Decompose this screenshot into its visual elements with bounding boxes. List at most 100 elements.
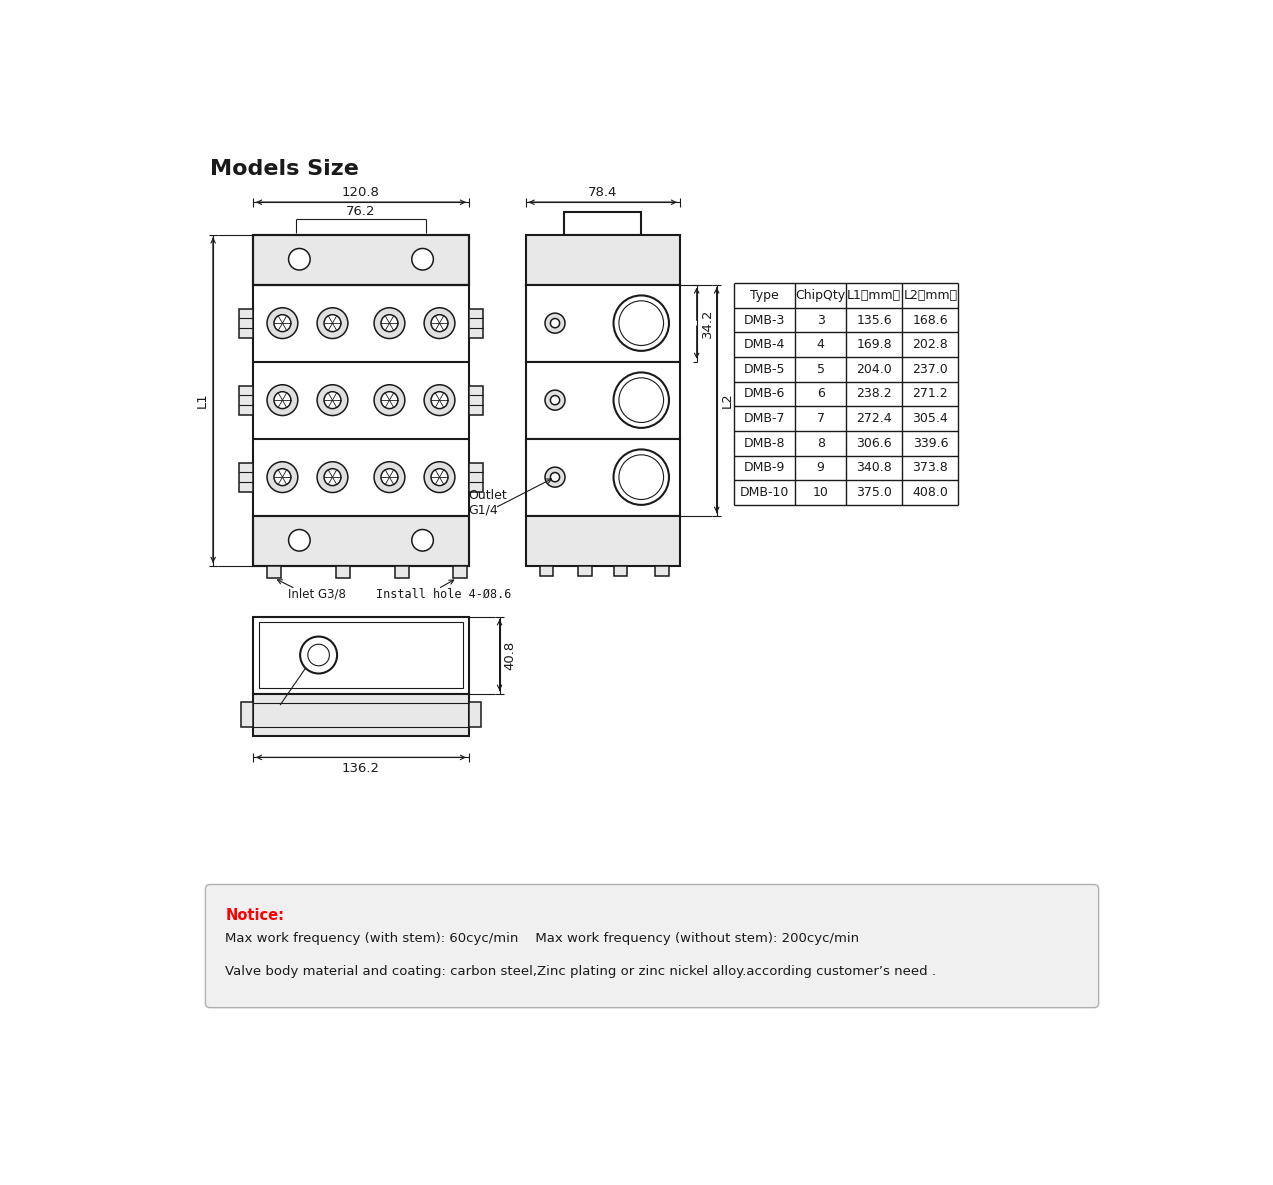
Text: 238.2: 238.2: [857, 387, 892, 401]
Text: DMB-8: DMB-8: [743, 437, 785, 450]
Text: Install hole 4-Ø8.6: Install hole 4-Ø8.6: [377, 588, 512, 601]
Bar: [526, 438, 680, 515]
Circle shape: [317, 462, 348, 493]
Text: 120.8: 120.8: [342, 186, 379, 199]
Circle shape: [274, 469, 292, 486]
Circle shape: [545, 467, 565, 487]
Text: L1: L1: [196, 392, 209, 408]
Circle shape: [424, 462, 454, 493]
Text: 271.2: 271.2: [913, 387, 948, 401]
Bar: [656, 565, 670, 576]
Circle shape: [267, 385, 298, 416]
Text: Models Size: Models Size: [210, 159, 359, 179]
Bar: [336, 565, 350, 578]
Text: 340.8: 340.8: [857, 461, 892, 474]
Circle shape: [317, 308, 348, 339]
Bar: [453, 565, 467, 578]
Text: Max work frequency (with stem): 60cyc/min    Max work frequency (without stem): : Max work frequency (with stem): 60cyc/mi…: [225, 933, 859, 946]
Text: 34.2: 34.2: [701, 308, 714, 338]
Circle shape: [325, 315, 341, 332]
Text: 78.4: 78.4: [588, 186, 617, 199]
Circle shape: [325, 392, 341, 409]
Circle shape: [274, 392, 292, 409]
Bar: [395, 565, 409, 578]
Text: 9: 9: [817, 461, 825, 474]
Text: 7: 7: [817, 412, 825, 425]
Circle shape: [619, 378, 663, 423]
Circle shape: [619, 301, 663, 346]
Text: DMB-10: DMB-10: [740, 486, 789, 499]
Circle shape: [619, 455, 663, 500]
Text: 237.0: 237.0: [913, 363, 948, 376]
Circle shape: [267, 308, 298, 339]
Text: Outlet
G1/4: Outlet G1/4: [468, 488, 507, 517]
Circle shape: [550, 473, 560, 482]
Text: 4: 4: [817, 338, 825, 351]
Text: ChipQty: ChipQty: [796, 289, 845, 302]
Circle shape: [424, 308, 454, 339]
Text: 272.4: 272.4: [857, 412, 892, 425]
Text: 6: 6: [817, 387, 825, 401]
Text: 375.0: 375.0: [857, 486, 892, 499]
Bar: [253, 616, 468, 693]
Circle shape: [432, 315, 448, 332]
Circle shape: [325, 469, 341, 486]
Text: Inlet G3/8: Inlet G3/8: [288, 588, 346, 601]
Circle shape: [614, 449, 670, 505]
Text: 8: 8: [817, 437, 825, 450]
Bar: [526, 235, 680, 284]
Circle shape: [274, 315, 292, 332]
Circle shape: [550, 319, 560, 328]
Text: Notice:: Notice:: [225, 908, 284, 923]
Bar: [468, 308, 482, 338]
Circle shape: [381, 392, 398, 409]
Text: 339.6: 339.6: [913, 437, 948, 450]
Bar: [564, 211, 642, 235]
Circle shape: [411, 530, 433, 551]
Text: DMB-9: DMB-9: [743, 461, 785, 474]
Circle shape: [381, 315, 398, 332]
Circle shape: [432, 392, 448, 409]
Bar: [578, 565, 592, 576]
Circle shape: [317, 385, 348, 416]
Bar: [468, 385, 482, 415]
Text: 202.8: 202.8: [913, 338, 948, 351]
Bar: [253, 693, 468, 736]
Text: 408.0: 408.0: [913, 486, 948, 499]
Circle shape: [432, 469, 448, 486]
Text: 3: 3: [817, 314, 825, 327]
Circle shape: [289, 530, 311, 551]
Bar: [258, 622, 463, 688]
Bar: [253, 235, 468, 284]
Circle shape: [308, 645, 330, 666]
Text: DMB-7: DMB-7: [743, 412, 785, 425]
Circle shape: [545, 313, 565, 333]
Text: Valve body material and coating: carbon steel,Zinc plating or zinc nickel alloy.: Valve body material and coating: carbon …: [225, 965, 937, 978]
Circle shape: [614, 372, 670, 428]
Bar: [241, 702, 253, 726]
Text: DMB-3: DMB-3: [743, 314, 785, 327]
Text: 10: 10: [812, 486, 829, 499]
Text: 76.2: 76.2: [346, 205, 376, 218]
Circle shape: [374, 385, 405, 416]
Bar: [253, 235, 468, 565]
Circle shape: [374, 462, 405, 493]
Bar: [540, 565, 554, 576]
Text: 168.6: 168.6: [913, 314, 948, 327]
Bar: [468, 462, 482, 492]
Circle shape: [545, 390, 565, 410]
Text: DMB-5: DMB-5: [743, 363, 785, 376]
Text: 5: 5: [817, 363, 825, 376]
Text: 169.8: 169.8: [857, 338, 892, 351]
Circle shape: [381, 469, 398, 486]
FancyBboxPatch shape: [205, 884, 1099, 1007]
Circle shape: [614, 295, 670, 351]
Text: 204.0: 204.0: [857, 363, 892, 376]
Bar: [239, 462, 253, 492]
Bar: [614, 565, 628, 576]
Text: 40.8: 40.8: [504, 640, 517, 670]
Circle shape: [267, 462, 298, 493]
Text: 305.4: 305.4: [913, 412, 948, 425]
Circle shape: [424, 385, 454, 416]
Circle shape: [300, 636, 337, 673]
